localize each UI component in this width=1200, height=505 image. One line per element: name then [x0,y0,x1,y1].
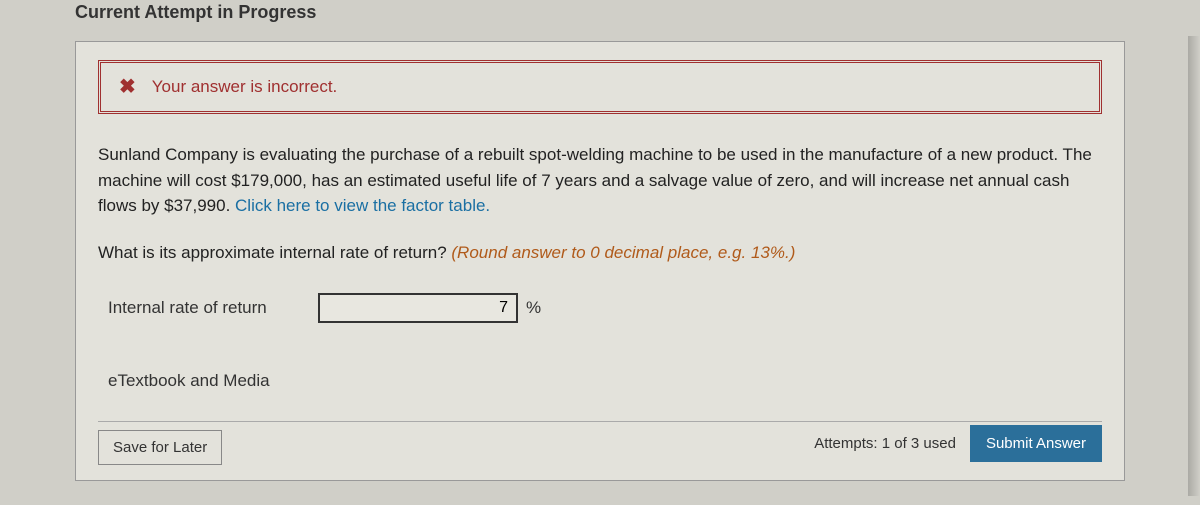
problem-text: Sunland Company is evaluating the purcha… [98,142,1102,219]
irr-input[interactable] [318,293,518,323]
right-actions: Attempts: 1 of 3 used Submit Answer [814,425,1102,462]
question-line: What is its approximate internal rate of… [98,243,1102,263]
answer-input-wrap: % [318,293,541,323]
page-heading: Current Attempt in Progress [75,0,1125,41]
submit-answer-button[interactable]: Submit Answer [970,425,1102,462]
etextbook-media-link[interactable]: eTextbook and Media [98,371,270,391]
close-icon: ✖ [119,77,136,97]
question-panel: ✖ Your answer is incorrect. Sunland Comp… [75,41,1125,481]
save-for-later-button[interactable]: Save for Later [98,430,222,465]
bottom-bar: Save for Later Attempts: 1 of 3 used Sub… [98,421,1102,465]
shadow-edge [1188,36,1200,496]
answer-row: Internal rate of return % [98,293,1102,323]
attempts-counter: Attempts: 1 of 3 used [814,435,956,452]
question-prompt: What is its approximate internal rate of… [98,243,451,262]
alert-message: Your answer is incorrect. [152,77,338,97]
incorrect-alert: ✖ Your answer is incorrect. [98,60,1102,114]
percent-unit: % [526,298,541,318]
factor-table-link[interactable]: Click here to view the factor table. [235,196,490,215]
question-hint: (Round answer to 0 decimal place, e.g. 1… [451,243,795,262]
answer-label: Internal rate of return [108,298,288,318]
